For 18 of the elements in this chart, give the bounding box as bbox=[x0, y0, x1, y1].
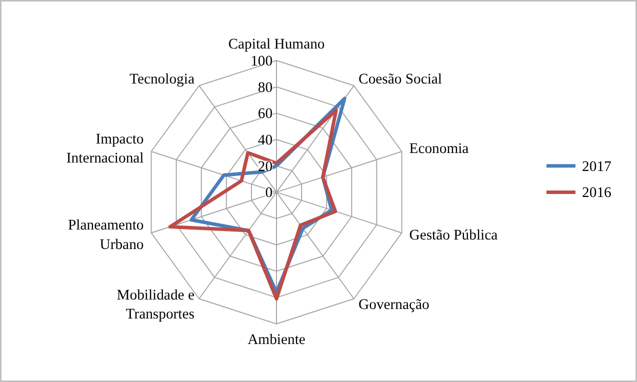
legend-label: 2017 bbox=[582, 158, 612, 175]
spoke-label: Impacto Internacional bbox=[66, 131, 144, 167]
spoke-label: Economia bbox=[409, 141, 470, 158]
y-tick-label: 0 bbox=[265, 185, 273, 202]
spoke-label: Planeamento Urbano bbox=[68, 218, 144, 253]
y-tick-label: 40 bbox=[258, 132, 273, 149]
spoke-label: Ambiente bbox=[248, 332, 306, 348]
y-tick-label: 20 bbox=[258, 158, 273, 175]
spoke-label: Tecnologia bbox=[130, 71, 195, 88]
legend-label: 2016 bbox=[582, 185, 612, 202]
spoke-label: Coesão Social bbox=[358, 71, 442, 88]
y-tick-label: 100 bbox=[250, 54, 273, 70]
y-tick-label: 60 bbox=[258, 106, 273, 122]
spoke-label: Capital Humano bbox=[228, 36, 325, 53]
spoke-label: Gestão Pública bbox=[409, 227, 498, 244]
y-tick-label: 80 bbox=[258, 80, 273, 96]
spoke-label: Governação bbox=[358, 297, 430, 314]
spoke-label: Mobilidade e Transportes bbox=[116, 288, 195, 323]
